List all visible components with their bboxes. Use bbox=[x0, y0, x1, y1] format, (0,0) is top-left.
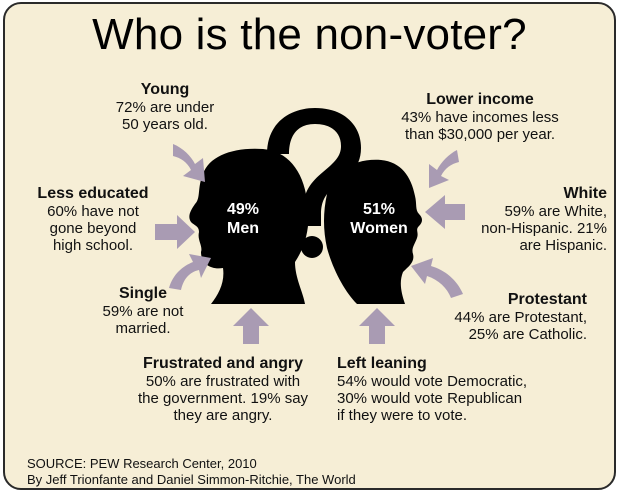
callout-body: 60% have not gone beyond high school. bbox=[47, 203, 139, 254]
byline: By Jeff Trionfante and Daniel Simmon-Rit… bbox=[27, 472, 356, 487]
men-label: 49% Men bbox=[213, 200, 273, 238]
infographic-poster: Who is the non-voter? bbox=[3, 2, 616, 490]
women-text: Women bbox=[350, 220, 408, 237]
callout-body: 59% are not married. bbox=[102, 303, 184, 337]
callout-body: 44% are Protestant, 25% are Catholic. bbox=[454, 309, 587, 343]
callout-heading: Young bbox=[140, 81, 190, 98]
source-line: SOURCE: PEW Research Center, 2010 bbox=[27, 456, 257, 471]
callout-heading: Lower income bbox=[426, 91, 534, 108]
callout-body: 54% would vote Democratic, 30% would vot… bbox=[337, 373, 528, 424]
callout-single: Single 59% are not married. bbox=[83, 284, 203, 337]
source-credit: SOURCE: PEW Research Center, 2010 By Jef… bbox=[27, 456, 356, 488]
page-title: Who is the non-voter? bbox=[92, 10, 527, 59]
callout-heading: Left leaning bbox=[337, 355, 427, 372]
callout-heading: White bbox=[563, 185, 607, 202]
callout-less-educated: Less educated 60% have not gone beyond h… bbox=[23, 184, 163, 254]
male-head-silhouette-icon bbox=[189, 148, 309, 304]
callout-heading: Single bbox=[118, 285, 167, 302]
callout-heading: Frustrated and angry bbox=[142, 355, 304, 372]
female-head-silhouette-icon bbox=[324, 159, 422, 304]
callout-young: Young 72% are under 50 years old. bbox=[95, 80, 235, 133]
callout-body: 59% are White, non-Hispanic. 21% are His… bbox=[481, 203, 607, 254]
callout-white: White 59% are White, non-Hispanic. 21% a… bbox=[457, 184, 607, 254]
men-percent: 49% bbox=[226, 201, 260, 218]
women-percent: 51% bbox=[362, 201, 396, 218]
callout-body: 50% are frustrated with the government. … bbox=[137, 373, 309, 424]
callout-heading: Less educated bbox=[37, 185, 149, 202]
men-text: Men bbox=[227, 220, 259, 237]
infographic-artwork bbox=[155, 108, 465, 344]
callout-frustrated-and-angry: Frustrated and angry 50% are frustrated … bbox=[123, 354, 323, 424]
callout-protestant: Protestant 44% are Protestant, 25% are C… bbox=[435, 290, 587, 343]
callout-body: 43% have incomes less than $30,000 per y… bbox=[401, 109, 559, 143]
women-label: 51% Women bbox=[341, 200, 417, 238]
callout-lower-income: Lower income 43% have incomes less than … bbox=[375, 90, 585, 143]
callout-body: 72% are under 50 years old. bbox=[115, 99, 215, 133]
arrow-icon bbox=[155, 144, 465, 344]
callout-left-leaning: Left leaning 54% would vote Democratic, … bbox=[337, 354, 557, 424]
callout-heading: Protestant bbox=[507, 291, 587, 308]
question-mark-icon bbox=[267, 108, 361, 258]
